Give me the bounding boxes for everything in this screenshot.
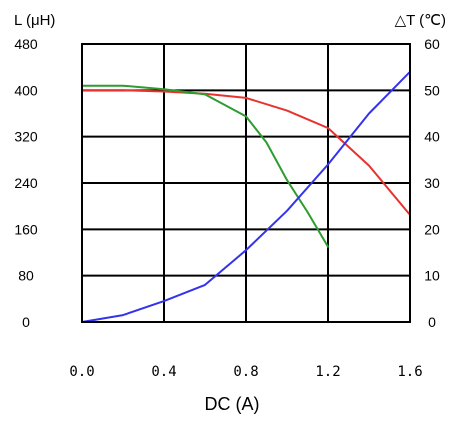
x-tick-label: 0.8 <box>233 364 258 380</box>
series-line-2 <box>81 84 329 248</box>
y-right-ticks: 0 10 20 30 40 50 60 <box>424 36 440 330</box>
x-tick-label: 1.6 <box>397 364 422 380</box>
y-right-tick-label: 60 <box>424 36 440 52</box>
y-right-tick-label: 50 <box>424 82 440 98</box>
y-left-tick-label: 480 <box>14 36 38 52</box>
x-axis-title: DC (A) <box>205 394 260 414</box>
y-left-tick-label: 160 <box>14 221 38 237</box>
x-tick-label: 1.2 <box>315 364 340 380</box>
y-left-axis-title: L (μH) <box>14 12 55 29</box>
plot-frame <box>81 43 411 323</box>
x-tick-label: 0.4 <box>151 364 176 380</box>
y-left-tick-label: 80 <box>18 268 34 284</box>
grid <box>82 44 410 322</box>
y-left-tick-label: 320 <box>14 129 38 145</box>
y-right-tick-label: 30 <box>424 175 440 191</box>
series-line-1 <box>81 89 411 216</box>
y-left-tick-label: 400 <box>14 82 38 98</box>
y-right-tick-label: 0 <box>428 314 436 330</box>
y-left-ticks: 0 80 160 240 320 400 480 <box>14 36 38 330</box>
series-line-3 <box>81 70 411 323</box>
x-tick-label: 0.0 <box>69 364 94 380</box>
y-right-axis-title: △T (℃) <box>395 12 446 29</box>
x-ticks: 0.0 0.4 0.8 1.2 1.6 <box>69 364 422 380</box>
y-left-tick-label: 240 <box>14 175 38 191</box>
y-right-tick-label: 10 <box>424 268 440 284</box>
y-right-tick-label: 20 <box>424 221 440 237</box>
y-right-tick-label: 40 <box>424 129 440 145</box>
y-left-tick-label: 0 <box>22 314 30 330</box>
series-layer <box>81 70 411 323</box>
